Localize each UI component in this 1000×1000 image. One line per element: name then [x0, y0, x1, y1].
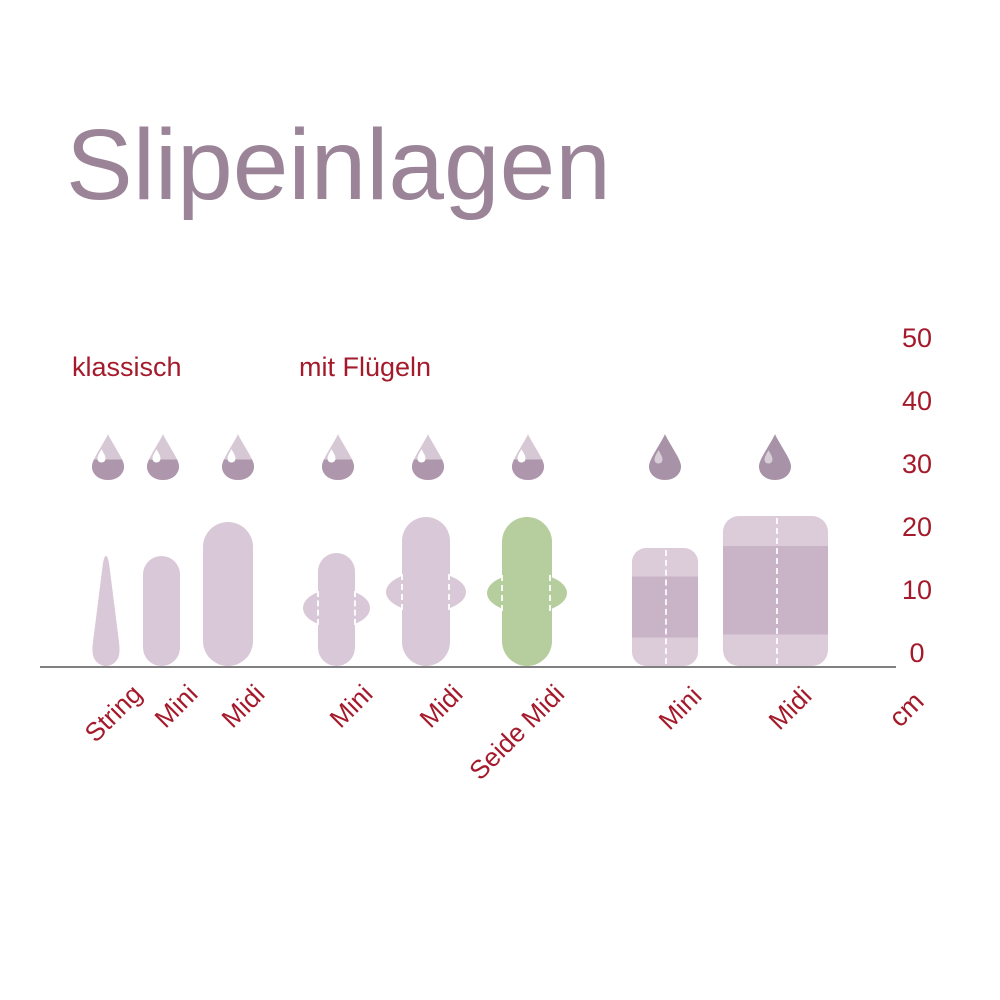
full-drop-icon: [649, 434, 681, 480]
product-label-mini-winged: Mini: [323, 678, 379, 734]
axis-tick-0: 0: [909, 638, 925, 668]
axis-unit-cm: cm: [883, 686, 930, 733]
pad-string-shape: [92, 556, 120, 666]
pad-midi-classic: [203, 522, 253, 666]
pad-mini-winged: [318, 553, 355, 666]
wing-fold-line: [401, 574, 403, 610]
product-label-string: String: [78, 678, 148, 748]
wing-fold-line: [501, 575, 503, 611]
half-drop-icon: [512, 434, 544, 480]
wing-fold-line: [354, 591, 356, 625]
wing-fold-line: [317, 591, 319, 625]
pad-mini-folded: [632, 548, 698, 666]
center-fold-line: [775, 518, 778, 664]
axis-tick-40: 40: [901, 386, 933, 416]
half-drop-icon: [147, 434, 179, 480]
axis-tick-20: 20: [901, 512, 933, 542]
product-label-mini-folded: Mini: [652, 680, 708, 736]
half-drop-icon: [412, 434, 444, 480]
axis-tick-30: 30: [901, 449, 933, 479]
product-label-midi-classic: Midi: [215, 678, 271, 734]
group-label-klassisch: klassisch: [72, 352, 182, 382]
product-label-mini-classic: Mini: [148, 678, 204, 734]
wing-fold-line: [448, 574, 450, 610]
half-drop-icon: [322, 434, 354, 480]
baseline-axis: [40, 666, 896, 668]
product-label-midi-winged: Midi: [413, 678, 469, 734]
page-title: Slipeinlagen: [66, 109, 611, 221]
wing-fold-line: [549, 575, 551, 611]
center-fold-line: [665, 550, 667, 664]
pad-midi-winged: [402, 517, 450, 666]
product-label-seide-midi: Seide Midi: [462, 678, 570, 786]
pad-midi-folded: [723, 516, 828, 666]
product-label-midi-folded: Midi: [762, 680, 818, 736]
full-drop-icon: [759, 434, 791, 480]
axis-tick-50: 50: [901, 323, 933, 353]
group-label-mit-fluegeln: mit Flügeln: [299, 352, 432, 382]
pad-seide-midi-winged: [502, 517, 552, 666]
pad-mini-classic: [143, 556, 180, 666]
axis-tick-10: 10: [901, 575, 933, 605]
half-drop-icon: [92, 434, 124, 480]
half-drop-icon: [222, 434, 254, 480]
